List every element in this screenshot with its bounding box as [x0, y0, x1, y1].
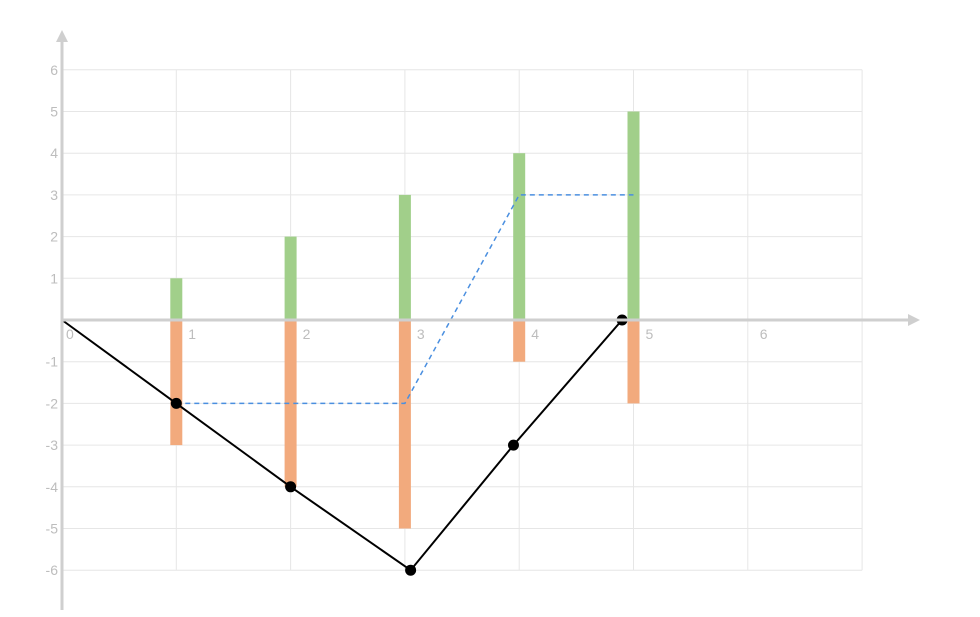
- y-tick-label: 3: [50, 187, 58, 203]
- y-tick-label: -6: [46, 562, 59, 578]
- dashed-series-line: [176, 194, 634, 405]
- bar: [627, 111, 640, 320]
- data-point: [507, 439, 519, 451]
- lines: [61, 194, 634, 576]
- y-tick-label: 5: [50, 104, 58, 120]
- bar: [627, 320, 640, 404]
- tick-labels: 0 1 2 3 4 5 6 6 5 4 3 2 1 -1 -2 -3 -4 -5 -6: [46, 62, 768, 578]
- bar: [398, 320, 411, 529]
- x-tick-label: 0: [66, 326, 74, 342]
- y-tick-label: 1: [50, 270, 58, 286]
- x-tick-label: 2: [303, 326, 311, 342]
- y-tick-label: -1: [46, 354, 59, 370]
- y-tick-label: 4: [50, 145, 58, 161]
- y-tick-label: -2: [46, 395, 59, 411]
- bar: [398, 194, 411, 320]
- solid-series-line: [61, 319, 623, 572]
- x-axis-arrow: [908, 314, 920, 326]
- data-point: [405, 564, 417, 576]
- y-tick-label: 2: [50, 229, 58, 245]
- y-tick-label: 6: [50, 62, 58, 78]
- x-tick-label: 5: [646, 326, 654, 342]
- data-point: [285, 481, 297, 493]
- bar: [170, 278, 183, 320]
- y-tick-label: -5: [46, 521, 59, 537]
- bar: [513, 153, 526, 320]
- bars: [170, 111, 640, 529]
- bar: [513, 320, 526, 362]
- x-tick-label: 1: [188, 326, 196, 342]
- data-point: [170, 397, 182, 409]
- y-tick-label: -3: [46, 437, 59, 453]
- bar: [170, 320, 183, 446]
- x-tick-label: 4: [531, 326, 539, 342]
- axes: [56, 30, 920, 610]
- x-tick-label: 3: [417, 326, 425, 342]
- y-tick-label: -4: [46, 479, 59, 495]
- x-tick-label: 6: [760, 326, 768, 342]
- bar: [284, 236, 297, 320]
- bar: [284, 320, 297, 487]
- y-axis-arrow: [56, 30, 68, 42]
